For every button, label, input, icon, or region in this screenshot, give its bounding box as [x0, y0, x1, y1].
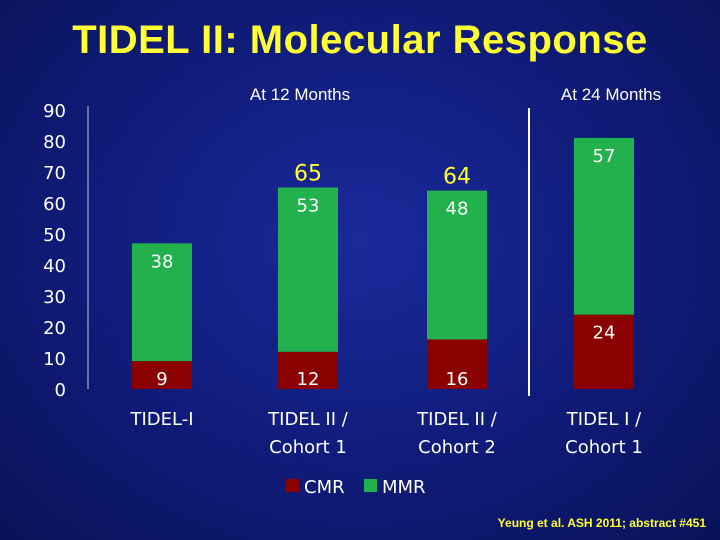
data-label-mmr: 38: [151, 251, 174, 272]
bar-mmr: [132, 243, 192, 362]
y-tick-label: 80: [43, 132, 66, 153]
y-tick-label: 30: [43, 287, 66, 308]
bar-cmr: [427, 339, 487, 389]
x-tick-label: TIDEL II /: [267, 409, 349, 430]
y-tick-label: 50: [43, 225, 66, 246]
x-tick-label: Cohort 1: [269, 437, 347, 458]
y-tick-label: 0: [55, 380, 66, 401]
data-label-cmr: 12: [297, 369, 320, 390]
legend-label-mmr: MMR: [382, 477, 426, 498]
data-label-mmr: 57: [593, 146, 616, 167]
bar-mmr: [427, 190, 487, 340]
chart-title: TIDEL II: Molecular Response: [72, 18, 648, 62]
data-label-cmr: 24: [593, 323, 616, 344]
legend-label-cmr: CMR: [304, 477, 345, 498]
y-tick-label: 70: [43, 163, 66, 184]
bar-mmr: [574, 137, 634, 315]
data-label-cmr: 16: [446, 369, 469, 390]
bar-mmr: [278, 187, 338, 352]
data-label-total: 64: [443, 165, 471, 190]
data-label-total: 65: [294, 162, 322, 187]
x-tick-label: Cohort 2: [418, 437, 496, 458]
data-label-cmr: 9: [156, 369, 167, 390]
group-label: At 24 Months: [561, 85, 661, 104]
data-label-mmr: 53: [297, 196, 320, 217]
y-tick-label: 60: [43, 194, 66, 215]
legend-swatch-cmr: [286, 479, 299, 492]
y-tick-label: 40: [43, 256, 66, 277]
x-tick-label: TIDEL-I: [129, 409, 193, 430]
legend-swatch-mmr: [364, 479, 377, 492]
y-tick-label: 10: [43, 349, 66, 370]
x-tick-label: TIDEL II /: [416, 409, 498, 430]
y-tick-label: 90: [43, 101, 66, 122]
citation: Yeung et al. ASH 2011; abstract #451: [497, 516, 706, 530]
bar-cmr: [278, 351, 338, 389]
data-label-mmr: 48: [446, 199, 469, 220]
bar-cmr: [132, 361, 192, 389]
x-tick-label: Cohort 1: [565, 437, 643, 458]
x-tick-label: TIDEL I /: [566, 409, 642, 430]
group-label: At 12 Months: [250, 85, 350, 104]
y-tick-label: 20: [43, 318, 66, 339]
bar-cmr: [574, 314, 634, 389]
